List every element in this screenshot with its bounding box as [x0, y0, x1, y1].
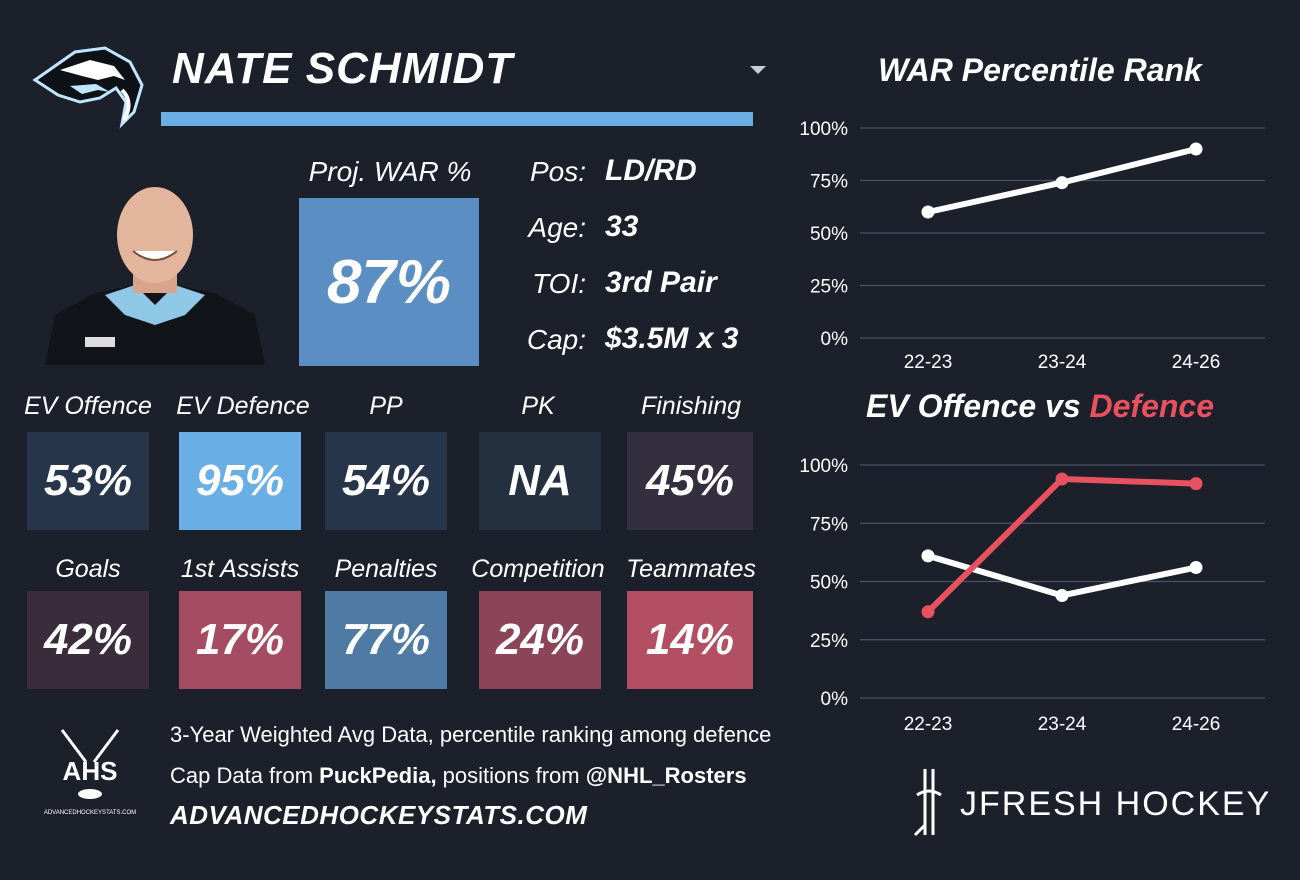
chart2-title: EV Offence vs Defence — [820, 388, 1260, 425]
site-url-link[interactable]: ADVANCEDHOCKEYSTATS.COM — [170, 800, 588, 830]
chart1-series-0-point — [921, 205, 935, 219]
stat-label-penalties: Penalties — [334, 555, 438, 583]
chart1-y-tick-label: 0% — [821, 329, 849, 350]
footer-positions-text: positions from — [436, 763, 586, 788]
info-value-toi: 3rd Pair — [605, 266, 717, 299]
stat-label-pk: PK — [521, 392, 555, 420]
stat-label-pp: PP — [369, 392, 403, 420]
ahs-logo-text: AHS — [63, 756, 118, 786]
stat-value-finishing: 45% — [645, 456, 735, 505]
info-label-pos: Pos: — [529, 156, 586, 187]
stat-label-finishing: Finishing — [640, 392, 742, 420]
stat-tile-1st-assists: 17% — [179, 591, 301, 689]
stat-label-ev-defence: EV Defence — [176, 392, 310, 420]
proj-war-value: 87% — [326, 247, 452, 317]
chart1-x-tick-label: 22-23 — [904, 352, 953, 373]
stat-tile-teammates: 14% — [627, 591, 753, 689]
jfresh-brand-text: JFRESH HOCKEY — [960, 785, 1271, 823]
chart1-y-tick-label: 25% — [810, 277, 848, 298]
stat-tile-competition: 24% — [479, 591, 601, 689]
stat-tile-penalties: 77% — [325, 591, 447, 689]
chart2-y-tick-label: 100% — [799, 456, 848, 477]
war-percentile-chart: 0% 25% 50% 75% 100% 22-23 23-24 24-26 — [799, 119, 1265, 373]
player-name: NATE SCHMIDT — [172, 44, 514, 93]
info-value-age: 33 — [605, 210, 639, 243]
stat-value-goals: 42% — [43, 615, 133, 664]
info-value-cap: $3.5M x 3 — [605, 322, 739, 355]
stat-value-teammates: 14% — [645, 615, 735, 664]
name-underline — [161, 112, 753, 126]
chart1-y-tick-label: 50% — [810, 224, 848, 245]
proj-war-label: Proj. WAR % — [308, 156, 472, 187]
ahs-logo: AHS ADVANCEDHOCKEYSTATS.COM — [44, 729, 136, 816]
info-value-pos: LD/RD — [605, 154, 697, 187]
stat-tile-pp: 54% — [325, 432, 447, 530]
ev-offence-defence-chart: 0% 25% 50% 75% 100% 22-23 23-24 24-26 — [799, 456, 1265, 735]
chart2-title-defence: Defence — [1089, 388, 1215, 424]
chart2-series-1-point — [1055, 472, 1069, 486]
ahs-logo-subtext: ADVANCEDHOCKEYSTATS.COM — [44, 810, 136, 816]
stat-tile-pk: NA — [479, 432, 601, 530]
chart1-series-0-point — [1189, 142, 1203, 156]
proj-war-tile: 87% — [299, 198, 479, 366]
footer-note-sources: Cap Data from PuckPedia, positions from … — [170, 763, 747, 789]
stat-value-pk: NA — [508, 456, 572, 505]
info-label-age: Age: — [528, 212, 586, 243]
stat-value-pp: 54% — [341, 456, 431, 505]
stat-tile-ev-defence: 95% — [179, 432, 301, 530]
stat-tile-finishing: 45% — [627, 432, 753, 530]
stat-value-competition: 24% — [495, 615, 585, 664]
chart1-series-0-point — [1055, 176, 1069, 190]
stat-label-competition: Competition — [471, 555, 605, 583]
player-photo — [45, 187, 265, 365]
chart2-x-tick-label: 24-26 — [1172, 714, 1221, 735]
info-label-cap: Cap: — [526, 324, 586, 355]
stat-tile-ev-offence: 53% — [27, 432, 149, 530]
footer-puckpedia: PuckPedia, — [319, 763, 437, 788]
info-label-toi: TOI: — [532, 268, 586, 299]
player-select-dropdown-icon[interactable] — [750, 66, 766, 74]
chart1-y-tick-label: 75% — [810, 172, 848, 193]
stat-label-goals: Goals — [55, 555, 121, 583]
chart2-title-offence: EV Offence vs — [865, 388, 1090, 424]
chart2-series-0-point — [1189, 561, 1203, 575]
footer-nhl-rosters: @NHL_Rosters — [585, 763, 747, 788]
chart2-series-0-point — [921, 549, 935, 563]
footer-cap-prefix: Cap Data from — [170, 763, 320, 788]
chart2-series-0-point — [1055, 588, 1069, 602]
chart1-title: WAR Percentile Rank — [878, 52, 1202, 88]
chart1-x-tick-label: 23-24 — [1038, 352, 1087, 373]
footer-note-data: 3-Year Weighted Avg Data, percentile ran… — [170, 722, 772, 747]
stat-value-1st-assists: 17% — [195, 615, 285, 664]
chart1-x-tick-label: 24-26 — [1172, 352, 1221, 373]
chart2-y-tick-label: 25% — [810, 631, 848, 652]
stat-label-teammates: Teammates — [626, 555, 756, 583]
chart2-series-1-point — [1189, 477, 1203, 491]
jfresh-logo: JFRESH HOCKEY — [913, 769, 1271, 837]
stat-value-penalties: 77% — [341, 615, 431, 664]
chart1-y-tick-label: 100% — [799, 119, 848, 140]
chart2-x-tick-label: 22-23 — [904, 714, 953, 735]
team-logo — [32, 46, 144, 129]
stat-label-1st-assists: 1st Assists — [180, 555, 300, 583]
chart2-y-tick-label: 75% — [810, 514, 848, 535]
stat-tile-goals: 42% — [27, 591, 149, 689]
chart2-y-tick-label: 50% — [810, 573, 848, 594]
stat-value-ev-defence: 95% — [195, 456, 285, 505]
chart2-x-tick-label: 23-24 — [1038, 714, 1087, 735]
chart2-y-tick-label: 0% — [821, 689, 849, 710]
stat-label-ev-offence: EV Offence — [24, 392, 152, 420]
stat-value-ev-offence: 53% — [43, 456, 133, 505]
chart2-series-1-point — [921, 605, 935, 619]
